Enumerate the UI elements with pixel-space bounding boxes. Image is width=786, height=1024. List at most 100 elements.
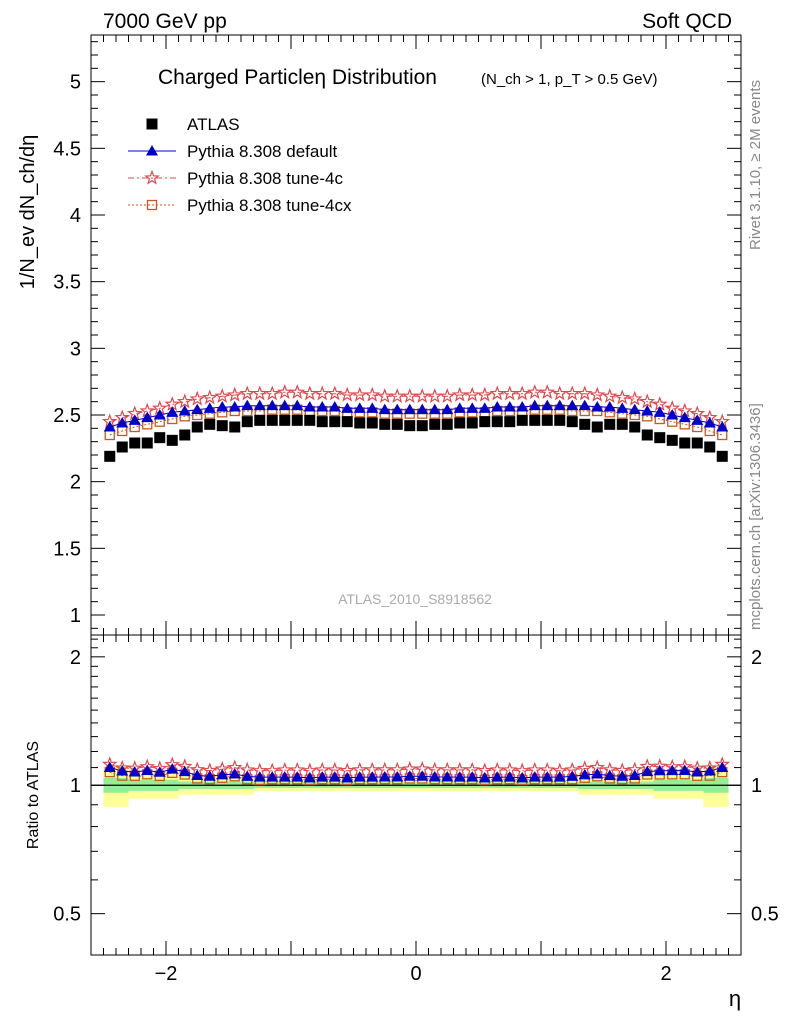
main-plot-panel: 1 1.5 2 2.5 3 3.5 4 4.5 5 Charged Particleη Dist… (53, 34, 742, 636)
legend-label: Pythia 8.308 tune-4cx (187, 196, 352, 215)
data-point-star (289, 384, 306, 399)
data-point-square (241, 416, 253, 428)
data-point-triangle (291, 399, 304, 411)
data-point-triangle (428, 403, 441, 415)
data-point-star (351, 386, 368, 402)
data-point-star (176, 393, 193, 409)
data-point-square (604, 418, 616, 430)
data-point-star (226, 386, 243, 402)
data-point-triangle (478, 402, 491, 413)
y-tick-label: 1.5 (53, 538, 81, 560)
ratio-plot-frame (90, 634, 742, 956)
ratio-point-triangle (466, 771, 479, 782)
legend-marker (146, 145, 158, 156)
data-point-triangle (303, 401, 316, 412)
data-point-square (116, 441, 128, 453)
data-point-star (551, 385, 568, 401)
data-point-triangle (553, 399, 566, 411)
data-point-triangle (666, 409, 679, 420)
data-point-triangle (353, 402, 366, 413)
data-point-triangle (141, 411, 154, 423)
data-point-triangle (591, 401, 604, 412)
y-tick-label: 2 (70, 472, 81, 494)
ratio-point-triangle (578, 768, 591, 780)
data-point-opensquare (717, 429, 728, 441)
ratio-data-points (101, 756, 731, 786)
mcplots-label: mcplots.cern.ch [arXiv:1306.3436] (747, 403, 764, 630)
series-line-2 (109, 391, 723, 423)
ratio-point-triangle (303, 771, 316, 783)
data-point-square (679, 437, 691, 449)
ratio-point-triangle (528, 771, 541, 782)
data-point-triangle (541, 399, 554, 411)
x-tick-label: 0 (410, 963, 421, 985)
data-point-star (526, 384, 543, 399)
data-point-star (626, 390, 643, 406)
ratio-point-triangle (266, 771, 279, 782)
data-point-star (376, 388, 393, 403)
ratio-y-axis-label: Ratio to ATLAS (25, 741, 42, 849)
ratio-point-triangle (216, 768, 229, 780)
data-point-star (426, 388, 443, 403)
y-axis-label: 1/N_ev dN_ch/dη (17, 135, 39, 290)
data-point-star (476, 386, 493, 402)
data-point-star (214, 388, 231, 403)
ratio-point-triangle (328, 771, 341, 782)
ratio-plot-panel: 0.5 0.5 1 1 2 2 −2 0 2 (53, 634, 779, 985)
data-point-square (104, 450, 116, 462)
main-x-ticks (90, 35, 742, 635)
data-point-square (291, 414, 303, 426)
chart-title-text: Charged Particleη Distribution (158, 66, 437, 89)
data-point-square (654, 432, 666, 444)
data-point-square (641, 429, 653, 441)
data-point-square (279, 414, 291, 426)
ratio-point-triangle (666, 764, 679, 776)
data-point-square (304, 414, 316, 426)
data-point-square (179, 429, 191, 441)
data-point-triangle (203, 402, 216, 413)
ratio-line-2 (109, 764, 723, 772)
ratio-point-triangle (703, 765, 716, 776)
data-point-star (314, 385, 331, 401)
ratio-point-triangle (103, 761, 116, 773)
data-point-star (264, 385, 281, 401)
data-point-triangle (216, 401, 229, 412)
data-point-triangle (278, 399, 291, 411)
data-point-triangle (616, 402, 629, 413)
data-point-star (364, 386, 381, 402)
data-point-square (479, 416, 491, 428)
data-point-triangle (341, 402, 354, 413)
ratio-y-tick-label-right: 2 (751, 647, 762, 669)
ratio-point-triangle (278, 771, 291, 782)
data-point-square (429, 418, 441, 430)
data-point-star (326, 385, 343, 401)
data-point-triangle (653, 406, 666, 417)
legend: ATLAS Pythia 8.308 default Pythia 8.308 tu… (128, 115, 352, 215)
data-point-triangle (453, 402, 466, 413)
y-tick-label: 1 (70, 605, 81, 627)
ratio-point-triangle (616, 770, 629, 781)
chart-title: Charged Particleη Distribution (158, 66, 437, 89)
data-point-square (529, 414, 541, 426)
x-axis-label: η (729, 986, 741, 1011)
data-point-square (629, 421, 641, 433)
legend-label: ATLAS (187, 115, 240, 134)
y-tick-label: 4.5 (53, 138, 81, 160)
data-point-square (366, 417, 378, 429)
y-tick-label: 2.5 (53, 405, 81, 427)
data-point-square (141, 437, 153, 449)
data-point-square (716, 450, 728, 462)
data-point-star (564, 385, 581, 401)
data-point-square (554, 414, 566, 426)
data-point-square (504, 416, 516, 428)
data-point-square (354, 417, 366, 429)
data-point-triangle (266, 399, 279, 411)
ratio-point-triangle (566, 770, 579, 781)
data-point-triangle (716, 421, 729, 432)
data-point-star (539, 384, 556, 399)
y-tick-label: 4 (70, 205, 81, 227)
data-point-square (541, 414, 553, 426)
data-point-triangle (466, 402, 479, 413)
data-point-square (491, 416, 503, 428)
